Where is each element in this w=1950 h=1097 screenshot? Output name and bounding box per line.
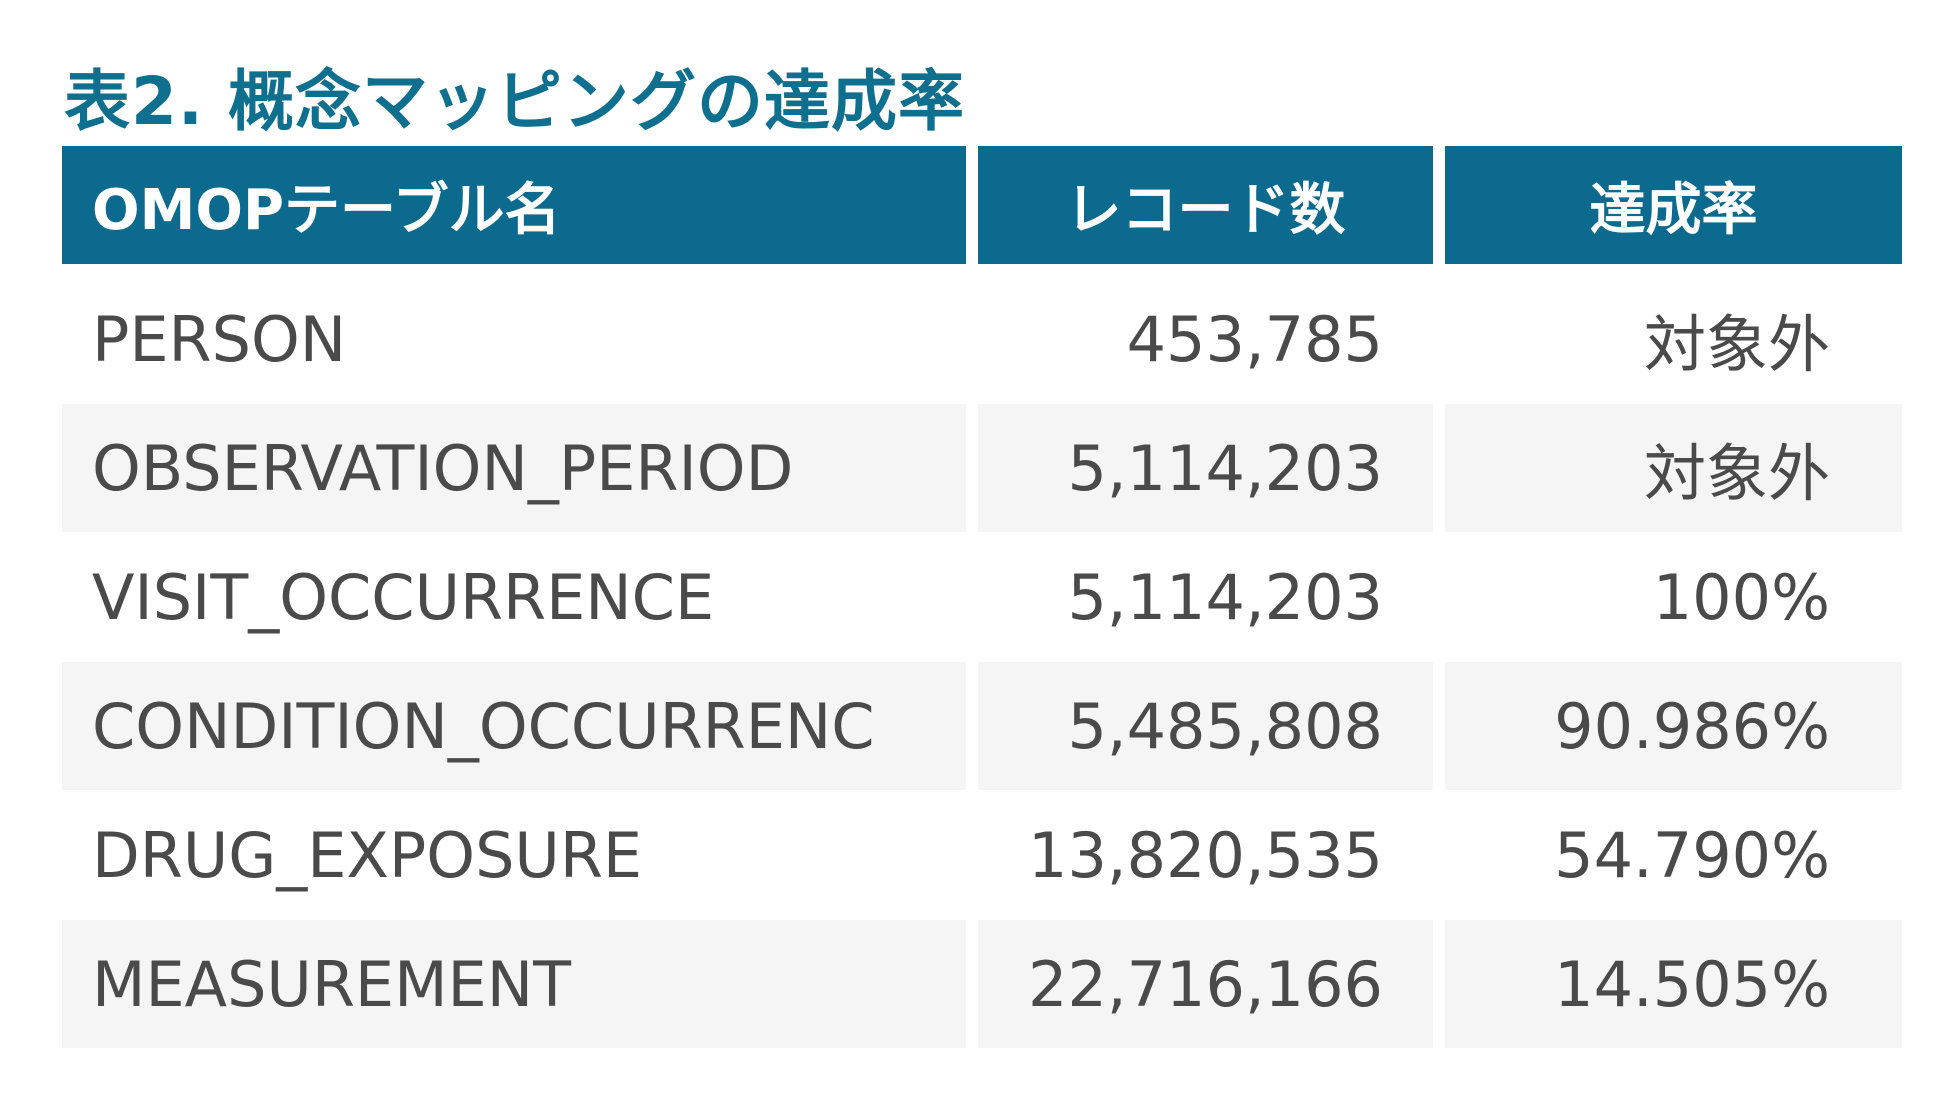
cell-rate: 90.986%	[1445, 662, 1902, 790]
table-row: MEASUREMENT 22,716,166 14.505%	[62, 920, 1902, 1048]
cell-record-count: 13,820,535	[1028, 818, 1383, 892]
mapping-rate-table: OMOPテーブル名 レコード数 達成率 PERSON 453,785 対象外 O…	[62, 146, 1902, 1049]
cell-record-count: 5,485,808	[978, 662, 1433, 790]
cell-table-name: VISIT_OCCURRENCE	[92, 560, 715, 634]
cell-table-name: CONDITION_OCCURRENC	[62, 662, 966, 790]
cell-record-count: 5,114,203	[978, 404, 1433, 532]
header-record-count: レコード数	[978, 146, 1433, 264]
cell-table-name: MEASUREMENT	[62, 920, 966, 1048]
cell-rate: 54.790%	[1554, 818, 1830, 892]
cell-record-count: 453,785	[1126, 302, 1383, 376]
cell-rate: 100%	[1652, 560, 1830, 634]
cell-record-count: 22,716,166	[978, 920, 1433, 1048]
header-table-name: OMOPテーブル名	[62, 146, 966, 264]
table-row: OBSERVATION_PERIOD 5,114,203 対象外	[62, 404, 1902, 532]
table-row: CONDITION_OCCURRENC 5,485,808 90.986%	[62, 662, 1902, 790]
table-row: PERSON 453,785 対象外	[62, 275, 1902, 403]
cell-table-name: PERSON	[92, 302, 347, 376]
cell-rate: 対象外	[1445, 404, 1902, 532]
table-row: DRUG_EXPOSURE 13,820,535 54.790%	[62, 791, 1902, 919]
table-header-row: OMOPテーブル名 レコード数 達成率	[62, 146, 1902, 264]
cell-table-name: DRUG_EXPOSURE	[92, 818, 643, 892]
cell-record-count: 5,114,203	[1067, 560, 1383, 634]
cell-rate: 対象外	[1643, 308, 1830, 381]
header-rate: 達成率	[1445, 146, 1902, 264]
table-row: VISIT_OCCURRENCE 5,114,203 100%	[62, 533, 1902, 661]
page-title: 表2. 概念マッピングの達成率	[64, 63, 965, 140]
cell-rate: 14.505%	[1445, 920, 1902, 1048]
cell-table-name: OBSERVATION_PERIOD	[62, 404, 966, 532]
